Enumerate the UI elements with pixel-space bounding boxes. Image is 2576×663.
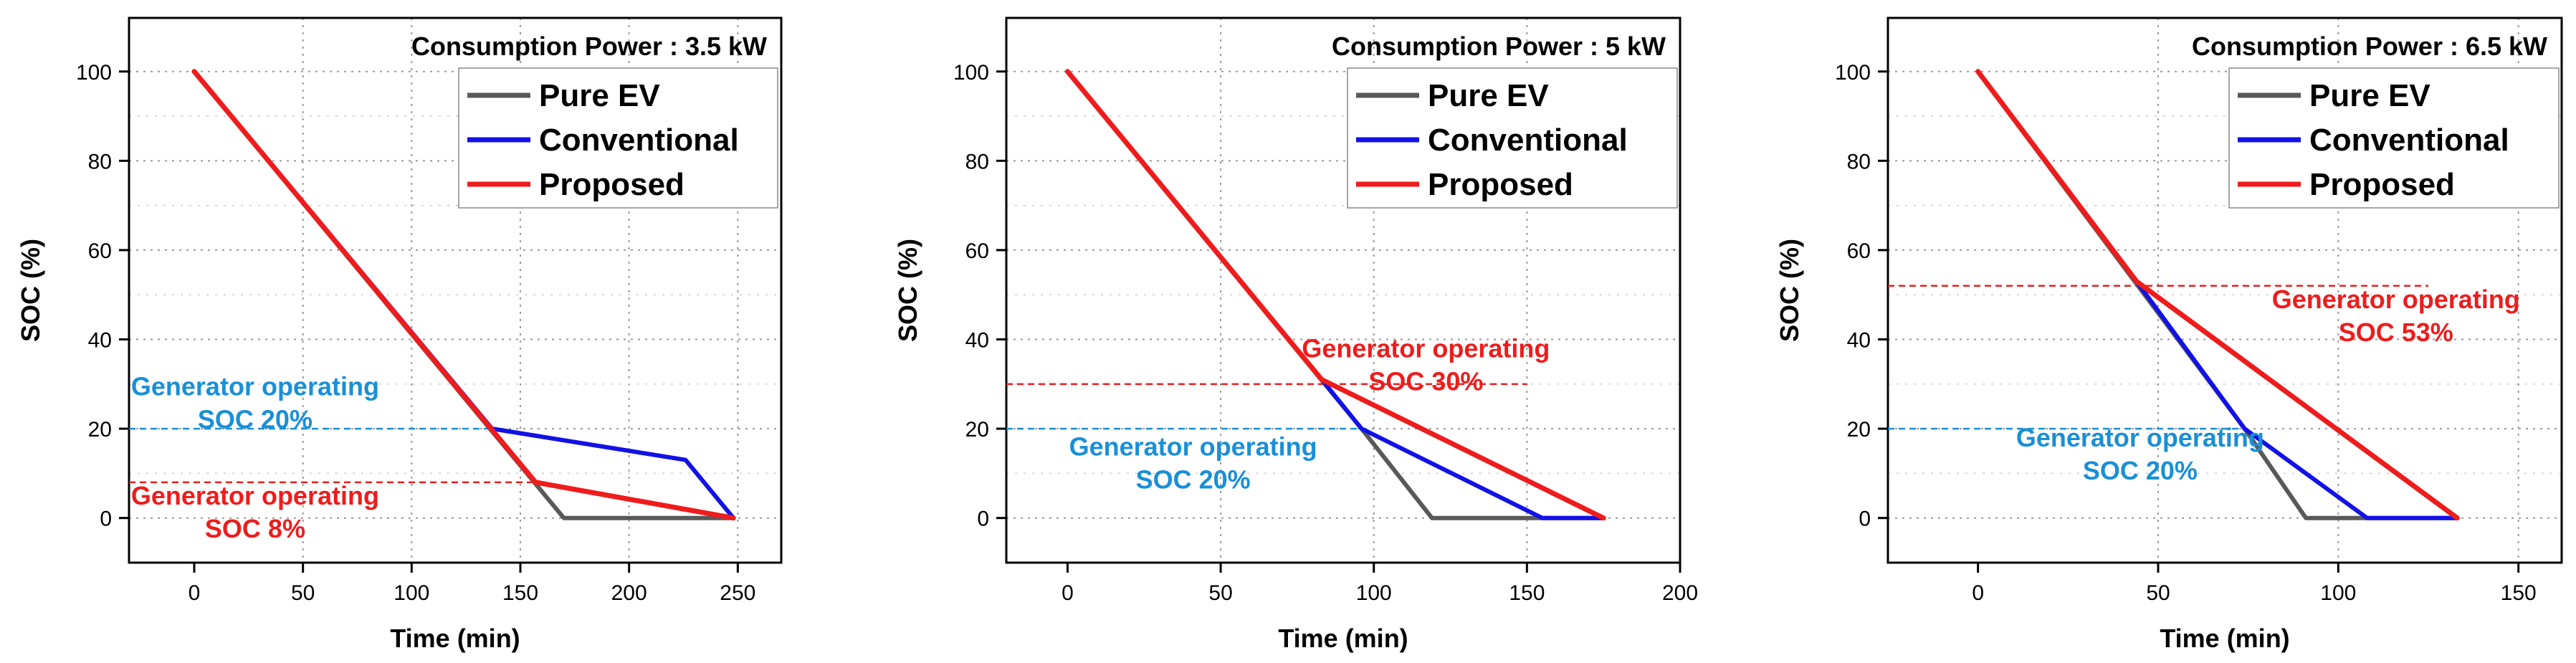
y-tick-label: 20 <box>965 418 989 442</box>
y-tick-label: 100 <box>1835 61 1871 85</box>
y-tick-label: 20 <box>1847 418 1871 442</box>
x-axis-label: Time (min) <box>1278 624 1408 653</box>
legend-label: Conventional <box>1428 123 1628 158</box>
series-line-proposed <box>191 69 736 521</box>
annotation-label: SOC 20% <box>2083 456 2198 485</box>
y-axis-label: SOC (%) <box>1775 239 1804 342</box>
series-line-proposed <box>1975 69 2460 521</box>
annotation-label: Generator operating <box>131 371 379 401</box>
chart-panel-2: 0 50 100 150 200 0 20 40 60 80 100 Time (min) SOC (%… <box>893 16 1698 653</box>
legend-label: Conventional <box>2309 123 2509 158</box>
plot-frame <box>1005 16 1681 564</box>
x-tick-label: 0 <box>1972 581 1984 605</box>
chart-title: Consumption Power : 6.5 kW <box>2192 32 2547 61</box>
x-tick-label: 50 <box>1208 581 1232 605</box>
y-axis-label: SOC (%) <box>893 239 922 342</box>
legend-label: Proposed <box>2309 167 2455 202</box>
y-tick-label: 0 <box>977 507 989 531</box>
annotation-label: SOC 8% <box>205 514 305 543</box>
y-tick-label: 100 <box>953 61 989 85</box>
legend-label: Proposed <box>539 167 684 202</box>
annotation-label: SOC 30% <box>1368 366 1483 396</box>
plot-frame <box>128 16 783 564</box>
annotation-label: SOC 20% <box>1136 464 1251 494</box>
plot-frame <box>1886 16 2563 564</box>
x-tick-label: 150 <box>502 581 538 605</box>
chart-title: Consumption Power : 3.5 kW <box>411 32 767 61</box>
legend: Pure EV Conventional Proposed <box>1347 67 1678 209</box>
x-tick-label: 100 <box>2320 581 2356 605</box>
x-tick-label: 250 <box>720 581 755 605</box>
legend-label: Conventional <box>539 123 739 158</box>
y-tick-label: 0 <box>1859 507 1871 531</box>
annotation-label: SOC 53% <box>2339 318 2453 347</box>
x-axis-label: Time (min) <box>2160 624 2289 653</box>
y-tick-label: 60 <box>965 239 989 263</box>
x-tick-label: 100 <box>1356 581 1392 605</box>
y-tick-label: 40 <box>965 329 989 353</box>
y-tick-label: 20 <box>88 418 112 442</box>
annotation-label: Generator operating <box>2016 423 2264 452</box>
y-tick-label: 40 <box>88 329 112 353</box>
annotation-label: Generator operating <box>1302 333 1550 363</box>
y-tick-label: 100 <box>76 61 112 85</box>
x-tick-label: 100 <box>393 581 429 605</box>
chart-panel-3: 0 50 100 150 0 20 40 60 80 100 Time (min) SOC (%) Co… <box>1775 16 2563 653</box>
chart-panel-1: 0 50 100 150 200 250 0 20 40 60 80 100 Time (min) SOC… <box>16 16 783 653</box>
legend-label: Pure EV <box>1428 78 1549 113</box>
legend-label: Pure EV <box>539 78 660 113</box>
y-tick-label: 60 <box>1847 239 1871 263</box>
chart-title: Consumption Power : 5 kW <box>1332 32 1666 61</box>
legend: Pure EV Conventional Proposed <box>2228 67 2560 209</box>
x-tick-label: 50 <box>2146 581 2170 605</box>
x-tick-label: 150 <box>1509 581 1545 605</box>
annotation-label: SOC 20% <box>198 404 313 434</box>
series-line-proposed <box>1064 69 1606 521</box>
annotation-label: Generator operating <box>2272 285 2520 314</box>
x-axis-label: Time (min) <box>390 624 520 653</box>
annotation-label: Generator operating <box>1069 431 1317 461</box>
y-tick-label: 80 <box>88 150 112 173</box>
x-tick-label: 150 <box>2501 581 2537 605</box>
annotation-label: Generator operating <box>131 481 379 510</box>
x-tick-label: 0 <box>189 581 201 605</box>
y-tick-label: 60 <box>88 239 112 263</box>
legend-label: Proposed <box>1428 167 1573 202</box>
legend: Pure EV Conventional Proposed <box>458 67 778 209</box>
y-tick-label: 80 <box>965 150 989 173</box>
x-tick-label: 200 <box>1662 581 1698 605</box>
legend-label: Pure EV <box>2309 78 2430 113</box>
x-tick-label: 0 <box>1062 581 1074 605</box>
y-axis-label: SOC (%) <box>16 239 45 342</box>
y-tick-label: 40 <box>1847 329 1871 353</box>
x-tick-label: 50 <box>291 581 315 605</box>
y-tick-label: 80 <box>1847 150 1871 173</box>
y-tick-label: 0 <box>100 507 112 531</box>
x-tick-label: 200 <box>611 581 647 605</box>
